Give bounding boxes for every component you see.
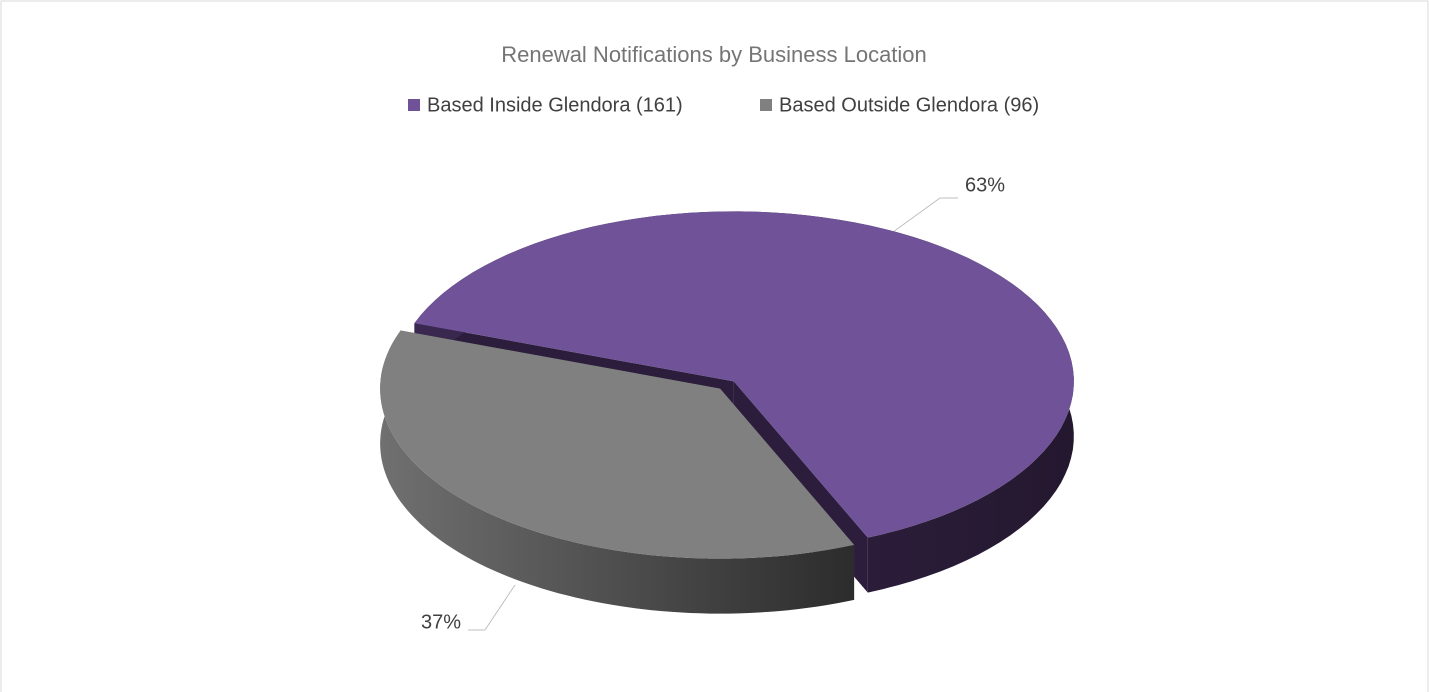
pie-slice (414, 211, 1074, 538)
legend-label: Based Outside Glendora (96) (779, 94, 1039, 116)
pie-slice (380, 330, 855, 559)
slice-side (380, 330, 855, 614)
data-label: 37% (421, 611, 461, 633)
legend-swatch (760, 99, 772, 111)
chart-title: Renewal Notifications by Business Locati… (501, 42, 927, 67)
legend-swatch (408, 99, 420, 111)
leader-line (892, 197, 958, 233)
leader-line (468, 584, 516, 631)
legend-label: Based Inside Glendora (161) (427, 94, 683, 116)
data-label: 63% (965, 174, 1005, 196)
